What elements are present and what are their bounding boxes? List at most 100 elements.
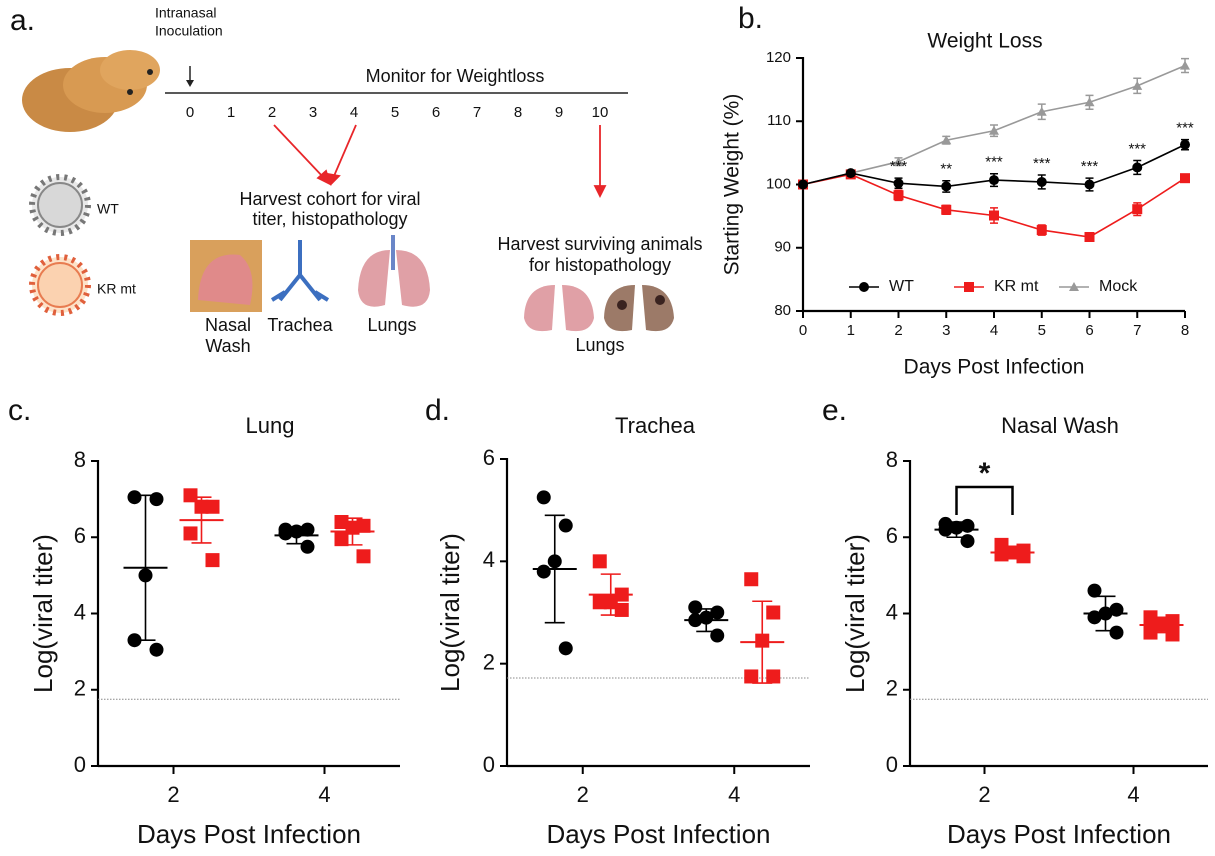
- trachea-icon: [270, 240, 330, 302]
- tissue-label: Nasal: [205, 315, 251, 335]
- point: [1143, 610, 1158, 625]
- timeline-label: 0: [186, 104, 194, 121]
- error-bar: [1002, 547, 1023, 558]
- x-axis-label: Days Post Infection: [947, 819, 1171, 849]
- point: [334, 532, 349, 547]
- y-tick-label: 8: [886, 447, 898, 472]
- point: [941, 204, 952, 215]
- error-bar: [946, 521, 967, 539]
- y-axis-label: Log(viral titer): [435, 533, 465, 692]
- point: [1132, 204, 1143, 215]
- point: [893, 178, 904, 189]
- tissue-label: Trachea: [267, 315, 333, 335]
- chart-title: Lung: [246, 413, 295, 438]
- point: [558, 641, 573, 656]
- error-bar: [1095, 595, 1116, 632]
- error-bar: [544, 514, 565, 624]
- error-bar: [286, 526, 307, 545]
- x-tick-label: 2: [577, 782, 589, 807]
- point: [1084, 179, 1095, 190]
- arrow-head: [186, 80, 194, 87]
- point: [766, 605, 781, 620]
- panel-label: c.: [8, 394, 31, 427]
- chart-title: Weight Loss: [927, 30, 1042, 53]
- y-tick-label: 90: [774, 239, 791, 256]
- significance: ***: [985, 154, 1003, 171]
- panel-label: b.: [738, 2, 763, 35]
- x-tick-label: 0: [799, 322, 807, 339]
- point: [127, 633, 142, 648]
- point: [1132, 162, 1143, 173]
- point: [893, 156, 904, 166]
- error-bar: [135, 494, 156, 641]
- y-tick-label: 0: [74, 752, 86, 777]
- timeline-label: 5: [391, 104, 399, 121]
- y-axis-label: Starting Weight (%): [721, 94, 744, 276]
- x-tick-label: 4: [318, 782, 330, 807]
- monitor-text: Monitor for Weightloss: [366, 66, 545, 86]
- point: [183, 488, 198, 503]
- point: [1143, 625, 1158, 640]
- y-tick-label: 6: [886, 523, 898, 548]
- timeline-label: 6: [432, 104, 440, 121]
- point: [941, 181, 952, 192]
- point: [989, 210, 999, 221]
- point: [1036, 106, 1047, 116]
- timeline-label: 2: [268, 104, 276, 121]
- x-tick-label: 1: [847, 322, 855, 339]
- tissue-label: Wash: [205, 336, 250, 356]
- y-tick-label: 4: [483, 547, 495, 572]
- y-tick-label: 0: [886, 752, 898, 777]
- x-tick-label: 6: [1085, 322, 1093, 339]
- point: [1180, 60, 1190, 70]
- x-axis-label: Days Post Infection: [137, 819, 361, 849]
- point: [964, 282, 974, 292]
- error-bar: [342, 517, 363, 546]
- timeline-label: 10: [592, 104, 609, 121]
- point: [744, 669, 759, 684]
- y-tick-label: 4: [74, 599, 86, 624]
- point: [536, 490, 551, 505]
- harvest-text: titer, histopathology: [252, 209, 407, 229]
- point: [205, 499, 220, 514]
- x-tick-label: 7: [1133, 322, 1141, 339]
- chart-title: Trachea: [615, 413, 696, 438]
- x-tick-label: 3: [942, 322, 950, 339]
- x-tick-label: 4: [990, 322, 998, 339]
- harvest-arrows: [273, 124, 607, 199]
- point: [1132, 80, 1143, 90]
- tissue-label: Lungs: [575, 335, 624, 355]
- y-tick-label: 2: [74, 676, 86, 701]
- error-bar: [696, 608, 717, 633]
- point: [989, 175, 999, 186]
- point: [859, 282, 869, 292]
- x-axis-label: Days Post Infection: [904, 356, 1085, 379]
- point: [127, 490, 142, 505]
- point: [149, 492, 164, 507]
- point: [1084, 231, 1095, 242]
- virus-label: KR mt: [97, 281, 136, 297]
- lungs-icon: [358, 235, 430, 307]
- point: [1165, 627, 1180, 642]
- significance: **: [940, 161, 952, 178]
- significance: ***: [890, 158, 908, 175]
- point: [300, 539, 315, 554]
- point: [592, 554, 607, 569]
- point: [356, 518, 371, 533]
- chart-title: Nasal Wash: [1001, 413, 1119, 438]
- point: [183, 526, 198, 541]
- inoculation-text: Inoculation: [155, 23, 223, 39]
- point: [1084, 97, 1095, 107]
- x-tick-label: 4: [728, 782, 740, 807]
- x-tick-label: 2: [894, 322, 902, 339]
- point: [798, 179, 808, 190]
- x-tick-label: 5: [1038, 322, 1046, 339]
- x-tick-label: 4: [1127, 782, 1139, 807]
- y-tick-label: 6: [74, 523, 86, 548]
- nasal-icon: [190, 240, 262, 312]
- x-tick-label: 2: [978, 782, 990, 807]
- panel-label: a.: [10, 4, 35, 37]
- y-tick-label: 2: [483, 649, 495, 674]
- legend-label: KR mt: [994, 278, 1039, 295]
